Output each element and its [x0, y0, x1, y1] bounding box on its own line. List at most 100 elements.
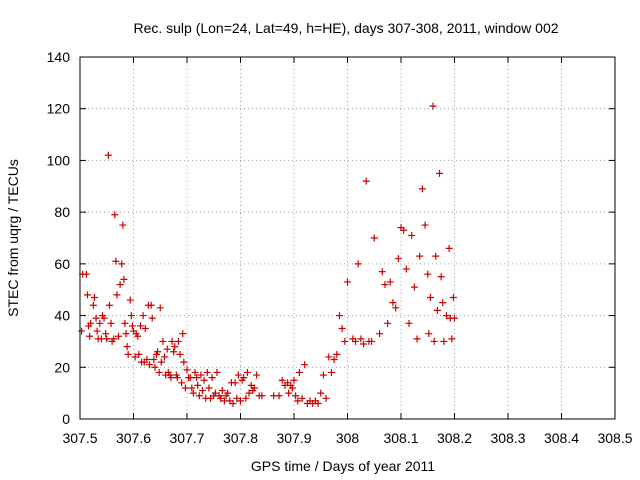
- data-point: [86, 332, 94, 340]
- data-point: [381, 281, 389, 289]
- plot-frame: [79, 56, 616, 420]
- data-point: [357, 335, 365, 343]
- data-point: [161, 353, 169, 361]
- x-tick-label: 308.2: [437, 430, 472, 446]
- data-point: [176, 350, 184, 358]
- data-point: [128, 322, 136, 330]
- data-point: [317, 389, 325, 397]
- data-point: [200, 376, 208, 384]
- data-point: [250, 384, 258, 392]
- data-point: [147, 301, 155, 309]
- data-point: [193, 374, 201, 382]
- data-point: [378, 268, 386, 276]
- data-point: [275, 392, 283, 400]
- data-point: [360, 340, 368, 348]
- data-point: [102, 330, 110, 338]
- data-point: [155, 368, 163, 376]
- data-point: [429, 102, 437, 110]
- data-point: [115, 332, 123, 340]
- data-point: [89, 301, 97, 309]
- x-tick-label: 307.7: [169, 430, 204, 446]
- data-point: [211, 389, 219, 397]
- data-point: [171, 343, 179, 351]
- data-point: [243, 368, 251, 376]
- data-point: [104, 151, 112, 159]
- data-point: [224, 389, 232, 397]
- data-point: [253, 371, 261, 379]
- data-point: [199, 387, 207, 395]
- data-point: [203, 368, 211, 376]
- data-point: [258, 392, 266, 400]
- x-tick-label: 308: [336, 430, 360, 446]
- data-point: [405, 319, 413, 327]
- tick-layer: 307.5 307.6 307.7 307.8 307.9 308 308.1 308.2 30…: [47, 49, 633, 446]
- data-point: [449, 293, 457, 301]
- data-point: [188, 384, 196, 392]
- chart-title: Rec. sulp (Lon=24, Lat=49, h=HE), days 3…: [133, 20, 558, 36]
- data-point: [298, 394, 306, 402]
- data-point: [205, 384, 213, 392]
- data-point: [103, 335, 111, 343]
- data-point: [146, 361, 154, 369]
- x-tick-label: 308.3: [490, 430, 525, 446]
- x-tick-label: 308.5: [597, 430, 632, 446]
- data-point: [120, 275, 128, 283]
- data-point: [127, 312, 135, 320]
- data-point: [229, 399, 237, 407]
- data-point: [136, 322, 144, 330]
- data-point: [82, 270, 90, 278]
- data-point: [156, 304, 164, 312]
- data-point: [240, 374, 248, 382]
- x-tick-label: 308.1: [383, 430, 418, 446]
- data-point: [322, 394, 330, 402]
- data-point: [426, 293, 434, 301]
- data-point: [333, 350, 341, 358]
- data-point: [416, 252, 424, 260]
- y-tick-label: 40: [54, 308, 70, 324]
- data-point: [178, 379, 186, 387]
- data-point: [179, 330, 187, 338]
- data-point: [288, 384, 296, 392]
- data-point: [410, 283, 418, 291]
- data-point: [437, 273, 445, 281]
- data-point: [181, 384, 189, 392]
- data-point: [290, 376, 298, 384]
- data-point: [451, 314, 458, 322]
- data-point: [90, 293, 98, 301]
- y-tick-label: 100: [47, 152, 71, 168]
- data-point: [151, 363, 159, 371]
- data-point: [180, 358, 188, 366]
- data-point: [143, 356, 151, 364]
- data-point: [154, 348, 162, 356]
- data-point: [141, 325, 149, 332]
- x-tick-label: 308.4: [544, 430, 579, 446]
- y-tick-label: 20: [54, 359, 70, 375]
- data-point: [344, 278, 351, 286]
- data-point: [118, 260, 126, 268]
- data-point: [319, 371, 327, 379]
- data-point: [218, 387, 226, 395]
- data-point: [208, 374, 216, 382]
- data-point: [83, 291, 91, 299]
- data-point: [134, 332, 142, 340]
- data-point: [105, 301, 113, 309]
- data-point: [234, 371, 242, 379]
- data-point: [362, 177, 370, 185]
- data-point: [112, 257, 120, 265]
- data-point: [121, 319, 129, 327]
- data-point: [157, 358, 165, 366]
- data-point: [173, 374, 181, 382]
- data-point: [400, 226, 408, 234]
- data-point: [87, 319, 95, 327]
- data-point: [195, 392, 203, 400]
- data-point: [119, 221, 127, 229]
- data-point: [231, 379, 239, 387]
- data-point: [433, 306, 441, 314]
- x-tick-label: 307.8: [223, 430, 258, 446]
- data-point: [168, 337, 176, 345]
- data-point: [394, 255, 402, 263]
- data-point: [197, 371, 205, 379]
- data-point: [368, 337, 376, 345]
- data-point: [113, 291, 121, 299]
